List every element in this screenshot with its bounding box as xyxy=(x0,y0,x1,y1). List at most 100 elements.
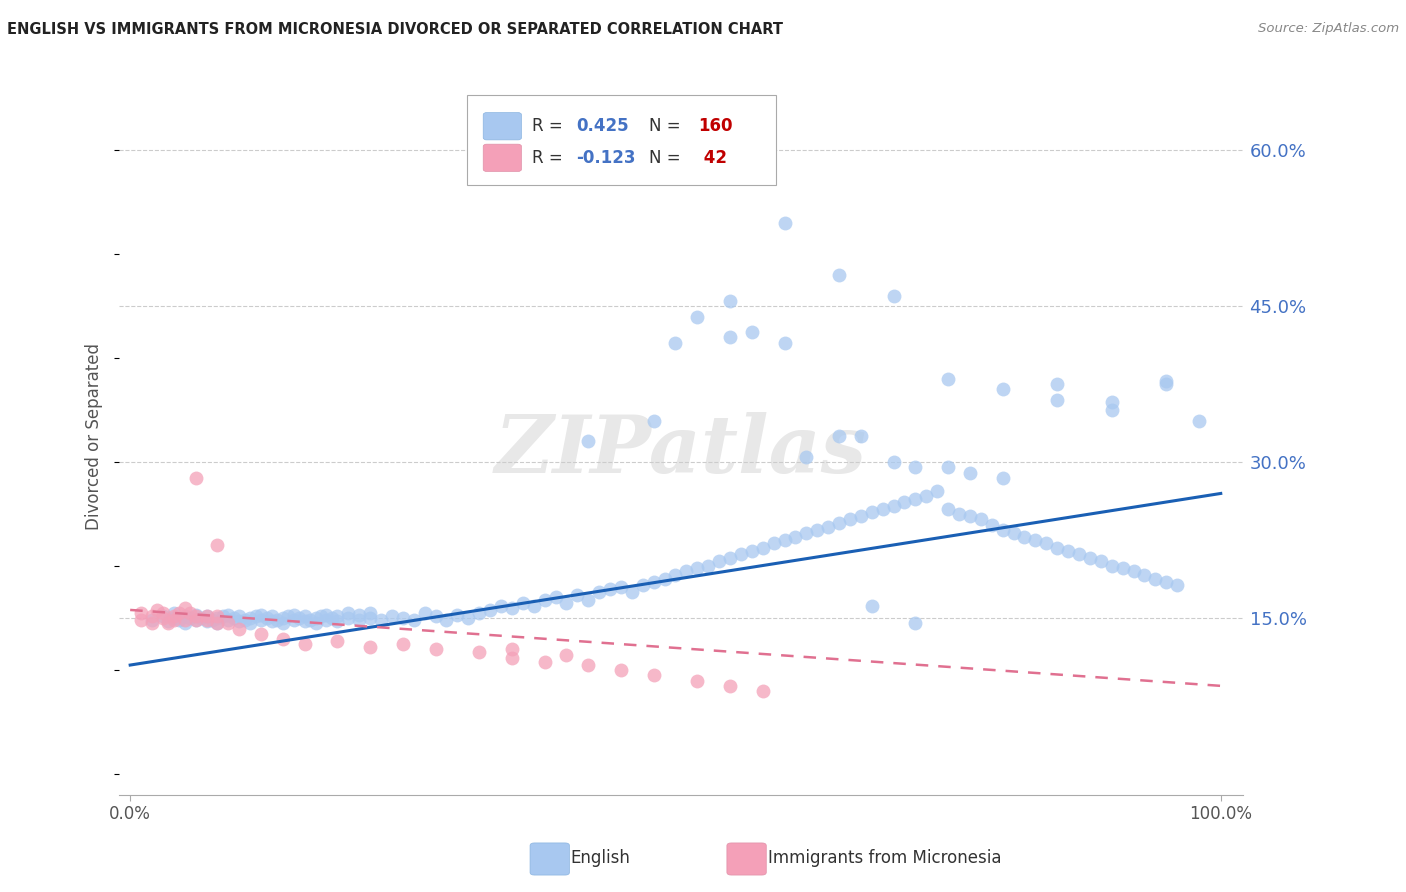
Point xyxy=(631,578,654,592)
Text: Immigrants from Micronesia: Immigrants from Micronesia xyxy=(768,849,1001,867)
Point xyxy=(468,644,491,658)
FancyBboxPatch shape xyxy=(484,145,522,171)
Point xyxy=(184,613,207,627)
Point xyxy=(1046,392,1069,407)
Point xyxy=(271,616,294,631)
Point xyxy=(195,613,218,627)
Point xyxy=(773,216,796,230)
Point xyxy=(620,585,643,599)
Point xyxy=(315,608,337,623)
Point xyxy=(686,310,709,324)
Text: ZIPatlas: ZIPatlas xyxy=(495,412,868,490)
Point xyxy=(860,599,883,613)
Point xyxy=(260,609,283,624)
Point xyxy=(1188,414,1211,428)
Point xyxy=(839,512,862,526)
Point xyxy=(283,608,305,623)
Point xyxy=(718,330,741,344)
Point xyxy=(266,613,288,627)
Point xyxy=(512,596,534,610)
Point xyxy=(152,609,174,624)
Point xyxy=(991,471,1014,485)
Text: 0.425: 0.425 xyxy=(576,117,628,136)
Point xyxy=(872,502,894,516)
Point xyxy=(1035,536,1057,550)
Text: R =: R = xyxy=(531,149,568,167)
Point xyxy=(228,615,250,629)
Point xyxy=(610,663,633,677)
Point xyxy=(184,471,207,485)
Point xyxy=(1101,559,1123,574)
Point xyxy=(163,613,186,627)
Point xyxy=(392,611,415,625)
Point xyxy=(718,679,741,693)
Point xyxy=(277,609,299,624)
Point xyxy=(326,609,349,624)
Point xyxy=(501,600,523,615)
Point xyxy=(413,606,436,620)
Point xyxy=(489,599,512,613)
Point xyxy=(152,611,174,625)
Point xyxy=(163,611,186,625)
Point xyxy=(179,606,201,620)
Point xyxy=(157,616,180,631)
Point xyxy=(893,495,915,509)
FancyBboxPatch shape xyxy=(467,95,776,185)
Point xyxy=(217,608,239,623)
Point xyxy=(1057,543,1080,558)
Point xyxy=(271,632,294,646)
Point xyxy=(233,613,256,627)
Point xyxy=(468,606,491,620)
Point xyxy=(167,613,190,627)
Point xyxy=(718,293,741,308)
Text: N =: N = xyxy=(650,117,686,136)
Point xyxy=(576,434,599,449)
Point xyxy=(718,550,741,565)
Point xyxy=(643,414,665,428)
Point xyxy=(315,613,337,627)
Point xyxy=(129,613,152,627)
Point xyxy=(195,615,218,629)
Point xyxy=(299,613,322,627)
Point xyxy=(1166,578,1188,592)
Point xyxy=(207,609,229,624)
Point xyxy=(157,615,180,629)
Point xyxy=(425,642,447,657)
Point xyxy=(239,611,262,625)
Point xyxy=(773,533,796,548)
Point xyxy=(643,668,665,682)
Point xyxy=(828,516,851,530)
Point xyxy=(141,616,163,631)
Point xyxy=(228,609,250,624)
Point xyxy=(970,512,993,526)
Point xyxy=(533,592,555,607)
Point xyxy=(212,609,235,624)
Point xyxy=(664,335,686,350)
Point xyxy=(936,460,959,475)
Point xyxy=(948,508,970,522)
Point xyxy=(751,684,773,698)
Point xyxy=(927,484,949,499)
Point xyxy=(959,509,981,524)
Point xyxy=(1002,526,1025,541)
Point xyxy=(283,613,305,627)
Point xyxy=(294,637,316,651)
Point xyxy=(707,554,730,568)
Point xyxy=(1122,565,1144,579)
Point xyxy=(751,541,773,555)
Point xyxy=(1154,374,1177,388)
Point xyxy=(217,616,239,631)
Point xyxy=(260,615,283,629)
Point xyxy=(686,673,709,688)
Point xyxy=(883,289,905,303)
Point xyxy=(883,455,905,469)
Point xyxy=(806,523,828,537)
Point xyxy=(762,536,785,550)
Text: -0.123: -0.123 xyxy=(576,149,636,167)
Point xyxy=(184,613,207,627)
Point xyxy=(849,429,872,443)
FancyBboxPatch shape xyxy=(484,112,522,140)
Point xyxy=(741,325,763,339)
Point xyxy=(173,600,195,615)
Text: R =: R = xyxy=(531,117,568,136)
